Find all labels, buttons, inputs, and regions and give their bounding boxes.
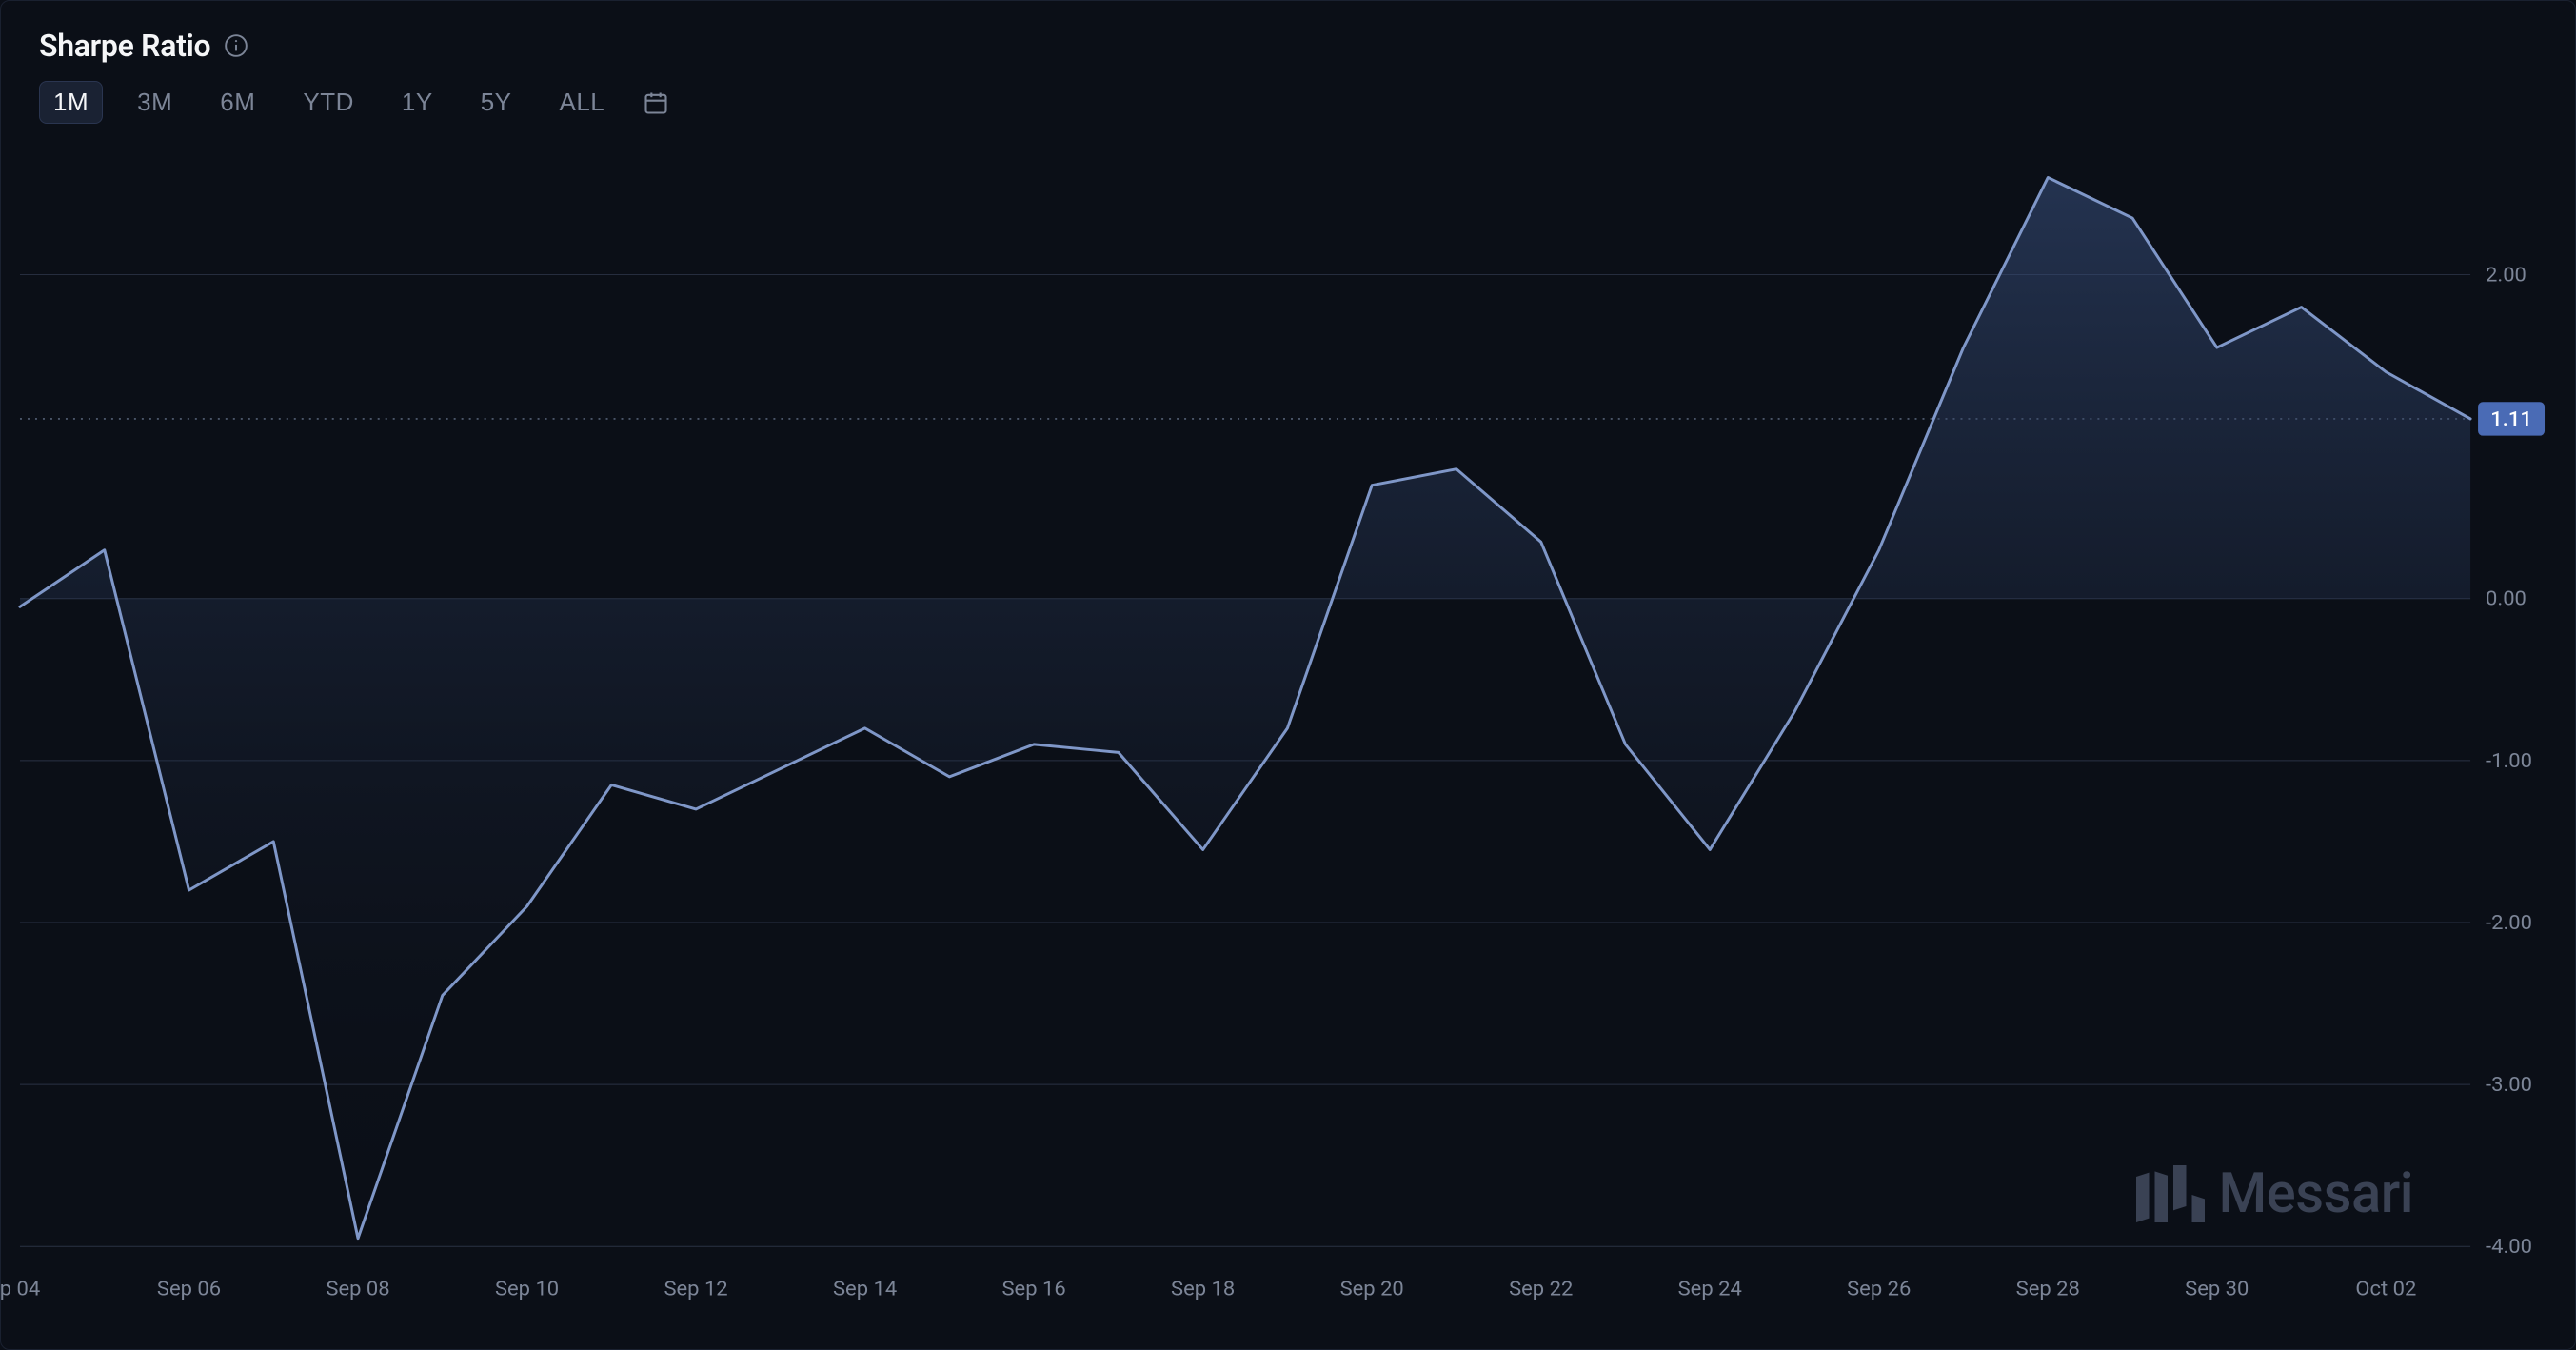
- range-5y[interactable]: 5Y: [467, 82, 525, 123]
- svg-text:2.00: 2.00: [2486, 264, 2526, 288]
- chart-area: 2.00 0.00 -1.00 -2.00 -3.00 -4.00 p 04 Sep 06 Se…: [1, 133, 2575, 1312]
- svg-text:Sep 08: Sep 08: [326, 1277, 389, 1300]
- svg-text:Sep 30: Sep 30: [2185, 1277, 2249, 1300]
- svg-text:-1.00: -1.00: [2486, 749, 2532, 773]
- calendar-icon[interactable]: [639, 86, 673, 120]
- svg-text:Sep 28: Sep 28: [2016, 1277, 2080, 1300]
- svg-text:Oct 02: Oct 02: [2355, 1277, 2416, 1300]
- svg-text:Sep 20: Sep 20: [1340, 1277, 1404, 1300]
- range-3m[interactable]: 3M: [124, 82, 186, 123]
- svg-text:1.11: 1.11: [2490, 407, 2532, 431]
- svg-text:-2.00: -2.00: [2486, 911, 2532, 935]
- svg-text:Sep 26: Sep 26: [1847, 1277, 1911, 1300]
- svg-text:Sep 18: Sep 18: [1171, 1277, 1235, 1300]
- range-1m[interactable]: 1M: [39, 81, 103, 124]
- range-ytd[interactable]: YTD: [289, 82, 367, 123]
- chart-title: Sharpe Ratio: [39, 28, 210, 64]
- range-1y[interactable]: 1Y: [388, 82, 446, 123]
- svg-text:Sep 12: Sep 12: [664, 1277, 727, 1300]
- svg-text:Sep 14: Sep 14: [833, 1277, 897, 1300]
- svg-text:Sep 22: Sep 22: [1509, 1277, 1573, 1300]
- svg-text:Sep 16: Sep 16: [1002, 1277, 1066, 1300]
- chart-header: Sharpe Ratio: [1, 28, 2575, 71]
- svg-text:p 04: p 04: [1, 1277, 40, 1300]
- range-selector: 1M 3M 6M YTD 1Y 5Y ALL: [1, 71, 2575, 133]
- svg-text:0.00: 0.00: [2486, 587, 2526, 611]
- chart-panel: Sharpe Ratio 1M 3M 6M YTD 1Y 5Y ALL 2.00 0.00 -1…: [0, 0, 2576, 1350]
- svg-text:-4.00: -4.00: [2486, 1235, 2532, 1259]
- info-icon[interactable]: [224, 33, 248, 58]
- svg-text:Sep 24: Sep 24: [1678, 1277, 1742, 1300]
- svg-text:-3.00: -3.00: [2486, 1073, 2532, 1097]
- svg-text:Sep 10: Sep 10: [495, 1277, 559, 1300]
- range-all[interactable]: ALL: [546, 82, 619, 123]
- range-6m[interactable]: 6M: [207, 82, 268, 123]
- svg-text:Sep 06: Sep 06: [157, 1277, 221, 1300]
